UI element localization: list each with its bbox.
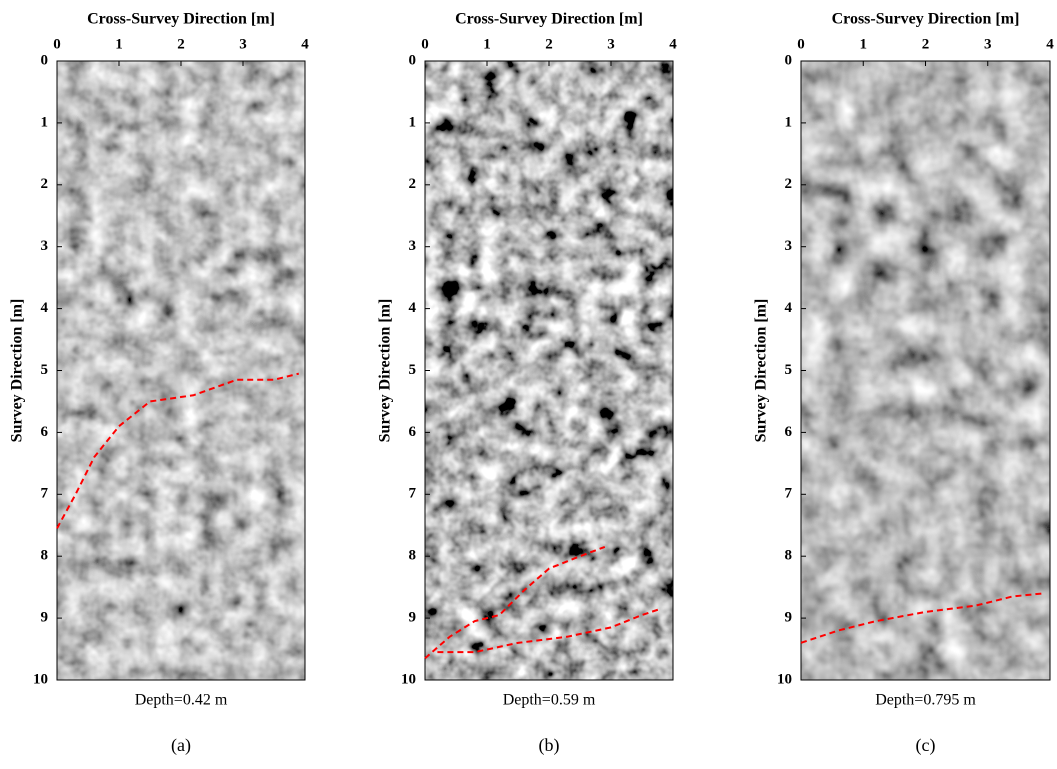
y-tick-label: 4 — [409, 300, 417, 316]
slice-image — [57, 61, 305, 680]
y-tick-label: 0 — [409, 52, 417, 68]
x-tick-label: 3 — [984, 36, 992, 52]
panel-caption: (c) — [916, 735, 936, 756]
y-tick-label: 10 — [33, 671, 48, 687]
dashed-trace — [56, 372, 300, 529]
x-tick-label: 2 — [177, 36, 185, 52]
y-tick-label: 1 — [41, 114, 49, 130]
y-tick-label: 10 — [777, 671, 792, 687]
y-tick-label: 7 — [785, 486, 793, 502]
y-axis-title: Survey Direction [m] — [377, 299, 394, 443]
x-axis-title: Cross-Survey Direction [m] — [87, 11, 275, 28]
y-tick-label: 5 — [785, 362, 793, 378]
x-axis-title: Cross-Survey Direction [m] — [832, 11, 1020, 28]
y-tick-label: 9 — [409, 610, 417, 626]
x-tick-label: 2 — [545, 36, 553, 52]
y-tick-label: 6 — [41, 424, 49, 440]
y-tick-label: 1 — [409, 114, 417, 130]
x-tick-label: 1 — [483, 36, 491, 52]
y-tick-label: 6 — [785, 424, 793, 440]
y-tick-label: 0 — [41, 52, 49, 68]
x-tick-label: 4 — [669, 36, 677, 52]
y-tick-label: 2 — [409, 176, 417, 192]
y-tick-label: 10 — [401, 671, 416, 687]
y-tick-label: 3 — [785, 238, 793, 254]
y-tick-label: 0 — [785, 52, 793, 68]
y-tick-label: 9 — [41, 610, 49, 626]
x-tick-label: 2 — [922, 36, 930, 52]
x-tick-label: 3 — [607, 36, 615, 52]
y-tick-label: 1 — [785, 114, 793, 130]
x-tick-label: 4 — [301, 36, 309, 52]
panel-caption: (b) — [539, 735, 560, 756]
x-tick-label: 1 — [860, 36, 868, 52]
y-tick-label: 3 — [409, 238, 417, 254]
x-tick-label: 4 — [1046, 36, 1054, 52]
y-tick-label: 4 — [785, 300, 793, 316]
x-tick-label: 1 — [115, 36, 123, 52]
y-tick-label: 6 — [409, 424, 417, 440]
y-tick-label: 8 — [785, 548, 793, 564]
y-tick-label: 7 — [409, 486, 417, 502]
x-tick-label: 0 — [797, 36, 805, 52]
y-tick-label: 7 — [41, 486, 49, 502]
dashed-trace — [424, 545, 606, 660]
x-tick-label: 3 — [239, 36, 247, 52]
slice-image — [425, 61, 673, 680]
dashed-trace — [437, 607, 661, 654]
depth-label: Depth=0.42 m — [135, 692, 228, 709]
y-tick-label: 5 — [41, 362, 49, 378]
x-tick-label: 0 — [53, 36, 61, 52]
y-axis-title: Survey Direction [m] — [9, 299, 26, 443]
y-tick-label: 8 — [409, 548, 417, 564]
y-tick-label: 5 — [409, 362, 417, 378]
x-axis-title: Cross-Survey Direction [m] — [455, 11, 643, 28]
y-tick-label: 2 — [785, 176, 793, 192]
y-tick-label: 3 — [41, 238, 49, 254]
slice-image — [801, 61, 1050, 680]
y-axis-title: Survey Direction [m] — [753, 299, 770, 443]
y-tick-label: 9 — [785, 610, 793, 626]
depth-label: Depth=0.795 m — [875, 692, 976, 709]
y-tick-label: 8 — [41, 548, 49, 564]
depth-label: Depth=0.59 m — [503, 692, 596, 709]
y-tick-label: 2 — [41, 176, 49, 192]
panel-caption: (a) — [171, 735, 191, 756]
y-tick-label: 4 — [41, 300, 49, 316]
x-tick-label: 0 — [421, 36, 429, 52]
